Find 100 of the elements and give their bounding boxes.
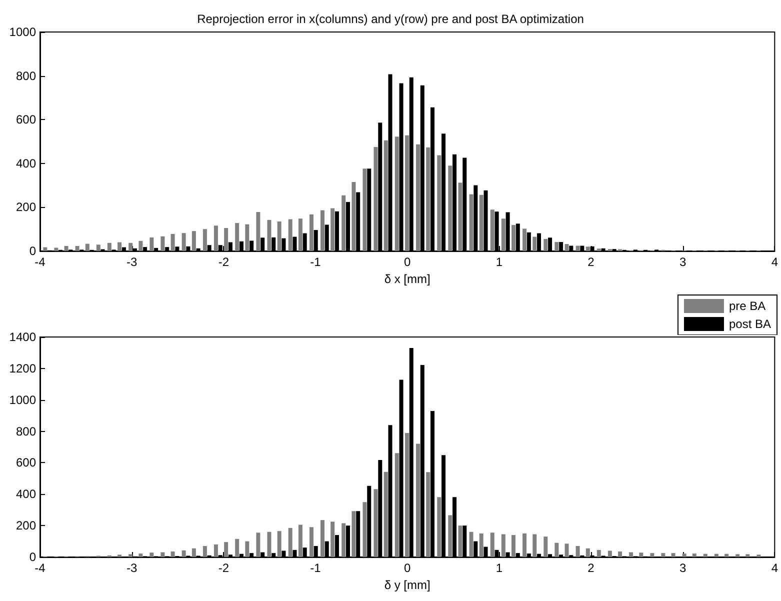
y-tick-label: 1400	[9, 330, 36, 344]
bar	[394, 453, 399, 557]
bar	[224, 228, 228, 251]
bar	[309, 214, 314, 251]
bar	[469, 194, 474, 251]
bar	[342, 195, 346, 251]
bar	[469, 532, 474, 557]
bar	[288, 528, 292, 557]
bar	[629, 552, 634, 557]
bar	[416, 144, 420, 251]
y-tick-label: 600	[16, 112, 36, 127]
y-tick-label: 800	[16, 424, 36, 438]
x-tick-label: 1	[496, 561, 503, 575]
bar	[277, 221, 282, 251]
bar	[458, 526, 462, 557]
bar	[650, 553, 654, 557]
bar	[170, 234, 175, 251]
bar	[256, 212, 260, 251]
bar	[384, 140, 388, 251]
bar	[309, 527, 314, 557]
x-tick-label: -3	[126, 255, 138, 269]
bar	[448, 515, 452, 557]
bar	[564, 544, 569, 557]
bar	[736, 554, 740, 557]
x-tick-label: 3	[679, 255, 686, 269]
bar	[138, 240, 143, 251]
bar	[661, 553, 666, 557]
bar	[554, 242, 559, 251]
bar	[618, 552, 622, 557]
x-tick-label: -2	[218, 561, 230, 575]
bar	[352, 511, 356, 557]
x-tick-label: -1	[310, 561, 322, 575]
bar	[202, 546, 207, 557]
bar	[511, 224, 516, 251]
x-tick-label: 4	[771, 255, 778, 269]
bar	[64, 246, 68, 251]
bar	[586, 548, 590, 557]
bar	[374, 489, 378, 557]
bar	[256, 532, 260, 557]
bar	[490, 532, 494, 557]
bar	[703, 554, 708, 557]
bar	[192, 231, 196, 251]
bar	[554, 542, 559, 557]
bar	[501, 218, 506, 251]
x-tick-label: 3	[679, 561, 686, 575]
bar	[202, 229, 207, 251]
bar	[490, 210, 494, 251]
x-tick-label: 4	[771, 561, 778, 575]
y-tick-label: 1200	[9, 361, 36, 376]
x-tick-label: 0	[404, 255, 411, 269]
bar	[724, 554, 729, 557]
bar	[138, 554, 143, 557]
chart-title: Reprojection error in x(columns) and y(row) pre and post BA optimization	[197, 12, 584, 26]
bar	[501, 534, 506, 557]
bar	[182, 233, 186, 251]
x-tick-label: 0	[404, 561, 411, 575]
bar	[544, 238, 548, 251]
bar	[532, 236, 537, 251]
bar	[692, 554, 696, 557]
bar	[245, 224, 250, 251]
bar	[682, 554, 686, 557]
y-tick-label: 0	[29, 550, 36, 564]
bar	[404, 135, 409, 251]
x-tick-label: -3	[126, 561, 138, 575]
x-tick-label: 1	[496, 255, 503, 269]
x-tick-label: -4	[34, 561, 46, 575]
y-tick-label: 200	[16, 518, 36, 533]
bar	[448, 166, 452, 251]
y-tick-label: 800	[16, 68, 36, 83]
bar	[235, 538, 240, 557]
bar	[522, 533, 527, 557]
bar	[75, 246, 80, 251]
bar	[330, 208, 335, 251]
x-axis-title: δ y [mm]	[384, 578, 430, 592]
y-tick-label: 400	[16, 487, 36, 502]
bar	[245, 541, 250, 557]
bar	[362, 502, 367, 557]
bar	[511, 535, 516, 557]
bar	[564, 244, 569, 251]
bar	[214, 544, 218, 557]
bar	[352, 182, 356, 251]
bar	[150, 237, 154, 251]
bar	[267, 220, 272, 251]
legend-label: post BA	[728, 317, 772, 331]
bar	[96, 244, 100, 251]
y-tick-label: 400	[16, 156, 36, 170]
bar	[330, 522, 335, 557]
bar	[128, 554, 133, 557]
x-tick-label: -1	[310, 255, 322, 269]
bar	[394, 136, 399, 251]
y-tick-label: 600	[16, 456, 36, 470]
x-tick-label: 2	[588, 561, 595, 575]
bar	[671, 553, 676, 557]
bar	[85, 244, 90, 251]
bar	[576, 546, 580, 557]
bar	[608, 550, 612, 557]
bar	[437, 497, 442, 557]
bar	[43, 247, 48, 251]
bar	[298, 218, 302, 251]
bar	[586, 246, 590, 251]
